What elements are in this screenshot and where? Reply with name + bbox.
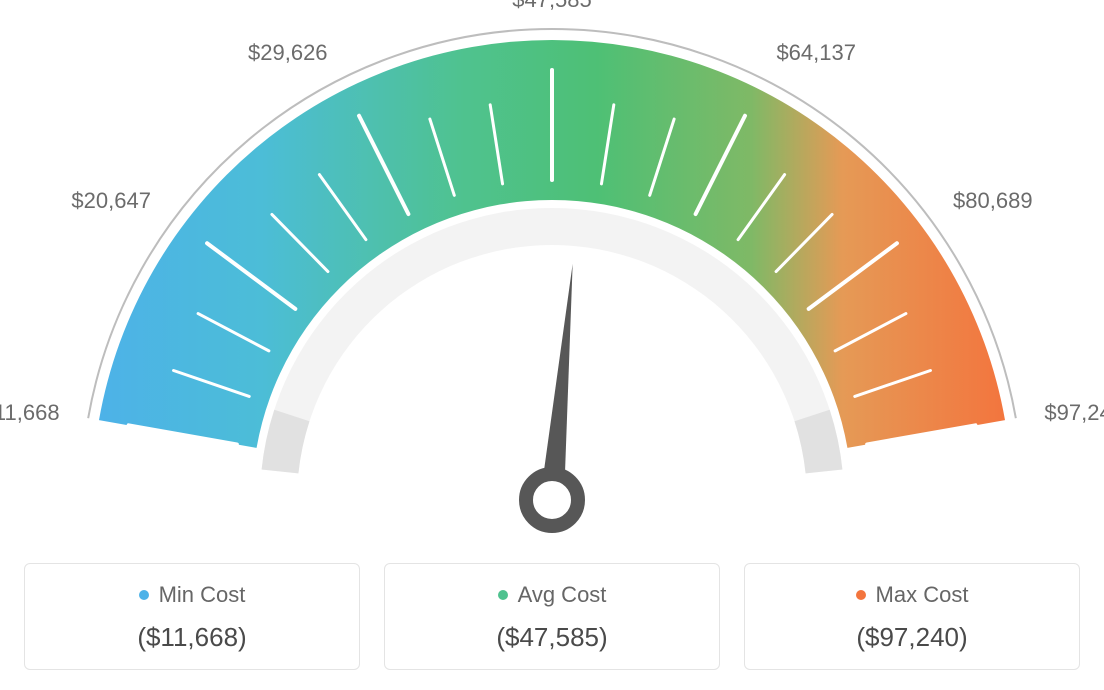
gauge-tick-label: $29,626 bbox=[248, 42, 328, 64]
legend-title-label: Min Cost bbox=[159, 582, 246, 608]
legend-card-avg: Avg Cost ($47,585) bbox=[384, 563, 720, 670]
legend-value-avg: ($47,585) bbox=[395, 622, 709, 653]
gauge-tick-label: $97,240 bbox=[1044, 402, 1104, 424]
legend-card-max: Max Cost ($97,240) bbox=[744, 563, 1080, 670]
legend-title-max: Max Cost bbox=[856, 582, 969, 608]
legend-title-avg: Avg Cost bbox=[498, 582, 607, 608]
gauge-tick-label: $11,668 bbox=[0, 402, 60, 424]
legend-row: Min Cost ($11,668) Avg Cost ($47,585) Ma… bbox=[0, 563, 1104, 670]
dot-icon-max bbox=[856, 590, 866, 600]
gauge-tick-label: $47,585 bbox=[512, 0, 592, 11]
gauge-tick-label: $20,647 bbox=[71, 190, 151, 212]
dot-icon-min bbox=[139, 590, 149, 600]
gauge-tick-label: $64,137 bbox=[776, 42, 856, 64]
legend-value-max: ($97,240) bbox=[755, 622, 1069, 653]
legend-card-min: Min Cost ($11,668) bbox=[24, 563, 360, 670]
legend-title-min: Min Cost bbox=[139, 582, 246, 608]
gauge-area: $11,668 $20,647 $29,626 $47,585 $64,137 $80,6… bbox=[0, 0, 1104, 540]
legend-title-label: Max Cost bbox=[876, 582, 969, 608]
dot-icon-avg bbox=[498, 590, 508, 600]
gauge-tick-label: $80,689 bbox=[953, 190, 1033, 212]
chart-root: $11,668 $20,647 $29,626 $47,585 $64,137 $80,6… bbox=[0, 0, 1104, 690]
legend-value-min: ($11,668) bbox=[35, 622, 349, 653]
legend-title-label: Avg Cost bbox=[518, 582, 607, 608]
gauge-svg bbox=[0, 0, 1104, 540]
